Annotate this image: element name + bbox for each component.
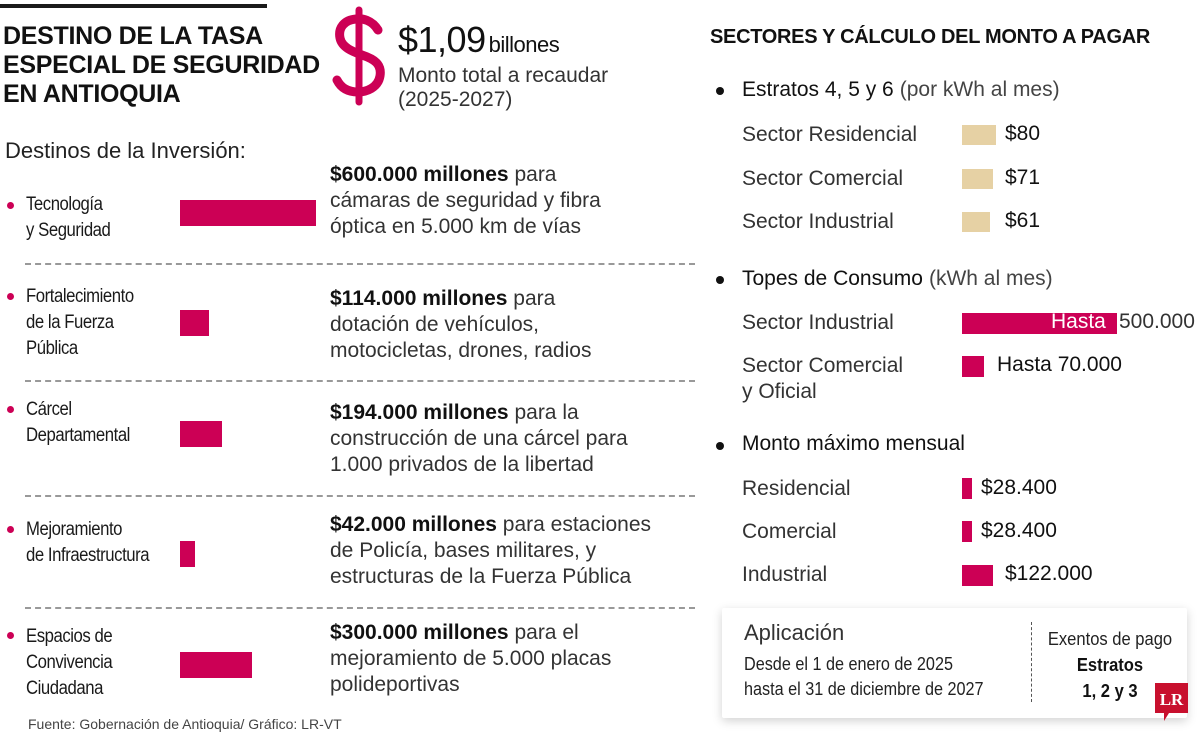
exempt-info: Exentos de pago Estratos 1, 2 y 3 [1047, 629, 1173, 701]
top-rule [0, 4, 267, 8]
monto-bar [962, 565, 993, 586]
topes-value-prefix: Hasta [1051, 310, 1106, 333]
divider [25, 607, 695, 609]
application-dates: Desde el 1 de enero de 2025 hasta el 31 … [744, 654, 984, 699]
destination-description: $194.000 millones para la construcción d… [330, 401, 628, 476]
destination-label: Tecnología y Seguridad [26, 194, 111, 241]
destination-bar [180, 310, 209, 336]
application-title: Aplicación [744, 620, 845, 645]
destination-description: $300.000 millones para el mejoramiento d… [330, 621, 612, 696]
monto-value: $28.400 [981, 476, 1057, 499]
application-box [722, 608, 1187, 718]
bullet-icon [716, 87, 724, 95]
topes-bar [962, 356, 984, 377]
dollar-sign-icon [332, 6, 385, 106]
destination-row-infraestructura: Mejoramiento de Infraestructura $42.000 … [0, 512, 700, 602]
lr-logo-icon: LR [1155, 683, 1188, 721]
monto-value: $122.000 [1005, 562, 1093, 585]
monto-bar [962, 521, 972, 542]
destination-label: Fortalecimiento de la Fuerza Pública [26, 286, 134, 359]
monto-value: $28.400 [981, 519, 1057, 542]
destinations-heading: Destinos de la Inversión: [5, 138, 246, 163]
destination-label: Cárcel Departamental [26, 399, 130, 446]
destination-description: $114.000 millones para dotación de vehíc… [330, 287, 592, 362]
destination-bar [180, 200, 316, 226]
page-title: DESTINO DE LA TASA ESPECIAL DE SEGURIDAD… [3, 22, 320, 108]
estratos-heading: Estratos 4, 5 y 6 (por kWh al mes) [742, 78, 1060, 101]
topes-value: 500.000 [1119, 310, 1195, 333]
monto-heading: Monto máximo mensual [742, 432, 965, 455]
topes-value: Hasta 70.000 [997, 353, 1122, 376]
logo-text: LR [1160, 690, 1184, 709]
estratos-value: $61 [1005, 209, 1041, 232]
monto-bar [962, 478, 972, 499]
topes-label-comercial: Sector Comercial y Oficial [742, 354, 904, 403]
monto-label-industrial: Industrial [742, 563, 828, 586]
bullet-icon [7, 632, 14, 639]
estratos-label-comercial: Sector Comercial [742, 167, 904, 190]
divider [25, 495, 695, 497]
estratos-label-industrial: Sector Industrial [742, 210, 894, 233]
destination-label: Mejoramiento de Infraestructura [26, 519, 150, 566]
destination-description: $600.000 millones para cámaras de seguri… [330, 163, 601, 238]
bullet-icon [7, 202, 14, 209]
divider [1031, 622, 1032, 702]
bullet-icon [716, 276, 724, 284]
divider [25, 380, 695, 382]
bullet-icon [7, 406, 14, 413]
total-description: Monto total a recaudar (2025-2027) [398, 64, 609, 111]
monto-label-residencial: Residencial [742, 477, 851, 500]
estratos-bar [962, 125, 996, 145]
estratos-bar [962, 212, 990, 232]
monto-label-comercial: Comercial [742, 520, 837, 543]
destination-label: Espacios de Convivencia Ciudadana [26, 626, 113, 699]
topes-label-industrial: Sector Industrial [742, 311, 894, 334]
divider [25, 263, 695, 265]
destination-bar [180, 421, 222, 447]
bullet-icon [716, 442, 724, 450]
bullet-icon [7, 293, 14, 300]
destination-bar [180, 541, 195, 567]
topes-heading: Topes de Consumo (kWh al mes) [742, 267, 1053, 290]
destination-row-carcel: Cárcel Departamental $194.000 millones p… [0, 396, 700, 486]
bullet-icon [7, 526, 14, 533]
destination-description: $42.000 millones para estaciones de Poli… [330, 513, 652, 588]
estratos-value: $71 [1005, 166, 1041, 189]
topes-bar [962, 313, 1117, 334]
destination-row-convivencia: Espacios de Convivencia Ciudadana $300.0… [0, 620, 700, 710]
sectors-title: SECTORES Y CÁLCULO DEL MONTO A PAGAR [710, 26, 1150, 48]
source-credit: Fuente: Gobernación de Antioquia/ Gráfic… [28, 716, 342, 732]
estratos-value: $80 [1005, 122, 1041, 145]
destination-row-fortalecimiento: Fortalecimiento de la Fuerza Pública $11… [0, 284, 700, 374]
total-amount: $1,09 billones [398, 19, 560, 60]
destination-bar [180, 652, 252, 678]
estratos-bar [962, 169, 993, 189]
destination-row-tecnologia: Tecnología y Seguridad $600.000 millones… [0, 162, 700, 252]
estratos-label-residencial: Sector Residencial [742, 123, 918, 146]
